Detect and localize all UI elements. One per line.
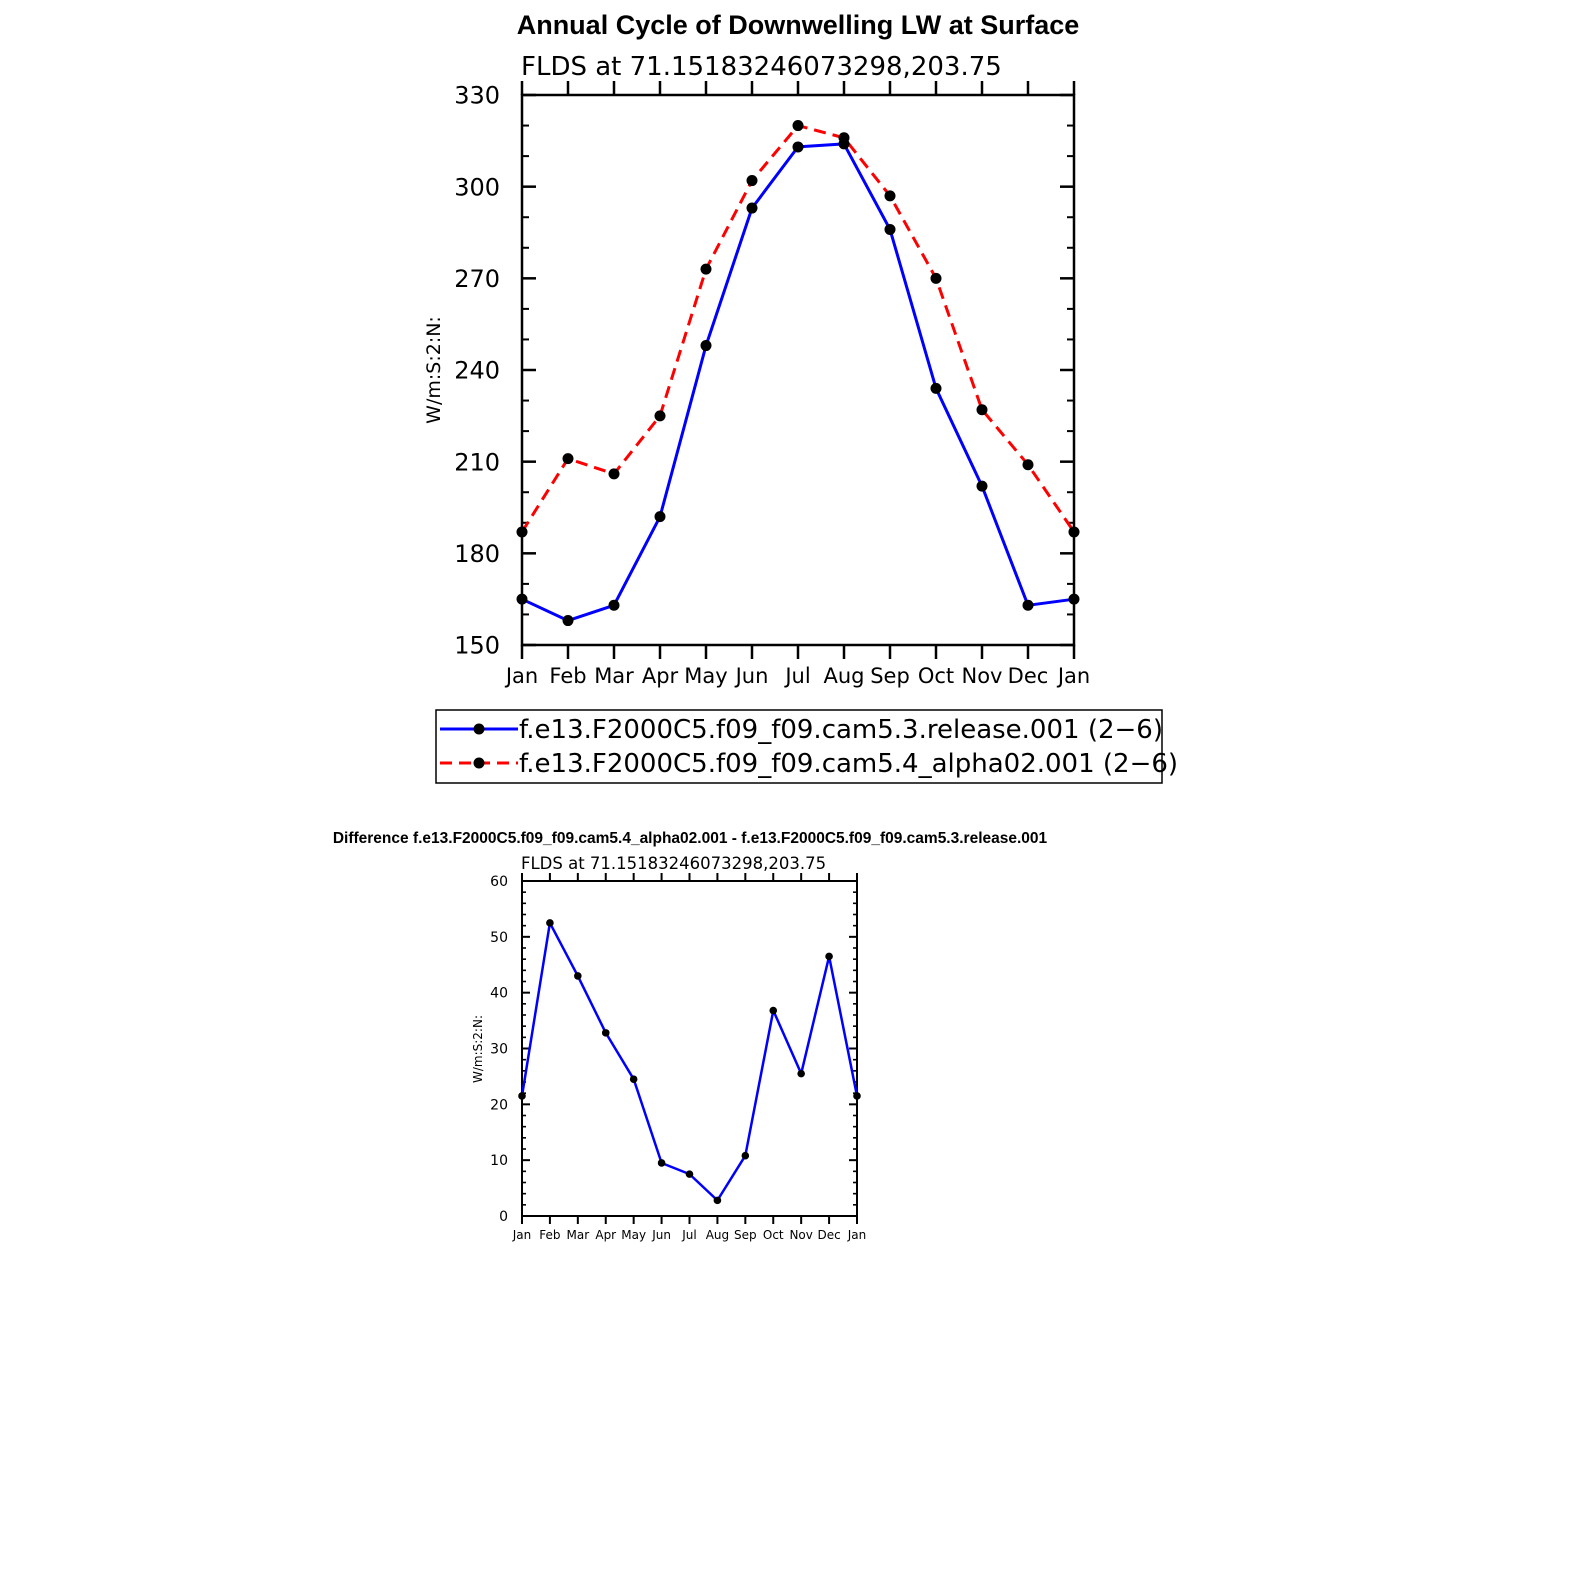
- series-2-point: [930, 272, 942, 284]
- series-1-point: [700, 340, 712, 352]
- x-tick-label: Sep: [734, 1228, 757, 1242]
- y-tick-label: 10: [490, 1153, 508, 1169]
- legend-label-series-2: f.e13.F2000C5.f09_f09.cam5.4_alpha02.001…: [519, 749, 1178, 779]
- series-1-point: [629, 1075, 638, 1084]
- legend-box: [435, 709, 1163, 784]
- series-2-point: [1068, 526, 1080, 538]
- series-1-point: [713, 1196, 722, 1205]
- y-tick-label: 270: [454, 265, 500, 293]
- series-1-point: [657, 1159, 666, 1167]
- series-2-point: [562, 453, 574, 465]
- series-2-point: [838, 132, 850, 144]
- x-tick-label: Jan: [1056, 664, 1090, 688]
- x-tick-label: Apr: [595, 1228, 616, 1242]
- series-1-point: [654, 511, 666, 523]
- x-tick-label: Mar: [594, 664, 634, 688]
- series-1-point: [1068, 593, 1080, 605]
- series-1-point: [884, 223, 896, 235]
- series-1-point: [685, 1170, 694, 1178]
- difference-chart: Difference f.e13.F2000C5.f09_f09.cam5.4_…: [333, 830, 1048, 1242]
- y-tick-label: 30: [490, 1042, 508, 1058]
- chart-title: Difference f.e13.F2000C5.f09_f09.cam5.4_…: [333, 830, 1048, 847]
- x-tick-label: Feb: [549, 664, 586, 688]
- chart-subtitle: FLDS at 71.15183246073298,203.75: [521, 52, 1002, 82]
- series-1-point: [746, 202, 758, 214]
- series-1-point: [518, 1092, 526, 1100]
- series-1-point: [976, 480, 988, 492]
- legend: f.e13.F2000C5.f09_f09.cam5.3.release.001…: [435, 709, 1178, 784]
- y-tick-label: 0: [499, 1209, 508, 1225]
- x-tick-label: May: [684, 664, 727, 688]
- series-2-point: [1022, 459, 1034, 471]
- series-1-point: [825, 952, 833, 961]
- x-axis: Jan Feb Mar Apr May Jun Jul Aug Sep Oct Nov Dec Jan: [512, 873, 867, 1242]
- y-axis-label: W/m:S:2:N:: [423, 316, 445, 424]
- series-1-point: [601, 1029, 610, 1037]
- series-layer: [518, 919, 861, 1205]
- x-tick-label: May: [621, 1228, 646, 1242]
- y-tick-label: 20: [490, 1097, 508, 1113]
- series-1-point: [792, 141, 804, 153]
- y-tick-label: 150: [454, 632, 500, 660]
- x-tick-label: Jan: [512, 1228, 532, 1242]
- x-tick-label: Nov: [962, 664, 1003, 688]
- series-1-point: [769, 1006, 778, 1015]
- y-axis: 0 10 20 30 40 50 60: [490, 874, 857, 1225]
- x-tick-label: Dec: [817, 1228, 840, 1242]
- x-tick-label: Sep: [870, 664, 910, 688]
- y-tick-label: 240: [454, 357, 500, 385]
- series-2-point: [516, 526, 528, 538]
- x-tick-label: Jan: [504, 664, 538, 688]
- series-layer: [516, 120, 1080, 627]
- series-1-point: [797, 1069, 805, 1078]
- y-axis: 150 180 210 240 270 300 330: [454, 82, 1074, 660]
- y-tick-label: 300: [454, 173, 500, 201]
- x-tick-label: Nov: [789, 1228, 812, 1242]
- y-tick-label: 60: [490, 874, 508, 890]
- legend-marker-series-2: [473, 757, 485, 769]
- series-1-point: [562, 615, 574, 627]
- x-tick-label: Aug: [706, 1228, 729, 1242]
- y-tick-label: 50: [490, 930, 508, 946]
- legend-marker-series-1: [473, 723, 485, 735]
- x-tick-label: Aug: [823, 664, 864, 688]
- series-2-point: [700, 263, 712, 275]
- series-1-point: [574, 972, 582, 980]
- x-tick-label: Oct: [918, 664, 954, 688]
- x-tick-label: Jun: [651, 1228, 671, 1242]
- x-tick-label: Oct: [763, 1228, 784, 1242]
- series-2-point: [654, 410, 666, 422]
- x-tick-label: Jul: [783, 664, 810, 688]
- series-2-point: [792, 120, 804, 132]
- series-1-point: [1022, 599, 1034, 611]
- y-axis-label: W/m:S:2:N:: [471, 1015, 485, 1083]
- x-tick-label: Jan: [847, 1228, 867, 1242]
- legend-label-series-1: f.e13.F2000C5.f09_f09.cam5.3.release.001…: [519, 715, 1163, 745]
- x-axis: Jan Feb Mar Apr May Jun Jul Aug Sep Oct Nov Dec Jan: [504, 81, 1090, 688]
- y-tick-label: 180: [454, 540, 500, 568]
- series-2-point: [608, 468, 620, 480]
- y-tick-label: 40: [490, 986, 508, 1002]
- chart-title: Annual Cycle of Downwelling LW at Surfac…: [517, 10, 1080, 40]
- x-tick-label: Feb: [539, 1228, 560, 1242]
- series-2-point: [746, 175, 758, 187]
- y-tick-label: 330: [454, 82, 500, 110]
- annual-cycle-chart: Annual Cycle of Downwelling LW at Surfac…: [423, 10, 1090, 688]
- series-1-point: [608, 599, 620, 611]
- series-1-point: [516, 593, 528, 605]
- x-tick-label: Jun: [734, 664, 769, 688]
- x-tick-label: Dec: [1008, 664, 1049, 688]
- series-1-point: [741, 1151, 750, 1160]
- chart-subtitle: FLDS at 71.15183246073298,203.75: [521, 854, 826, 873]
- series-1-point: [546, 919, 554, 927]
- x-tick-label: Apr: [642, 664, 679, 688]
- series-2-point: [976, 404, 988, 416]
- y-tick-label: 210: [454, 448, 500, 476]
- series-2-point: [884, 190, 896, 202]
- x-tick-label: Mar: [567, 1228, 590, 1242]
- series-1-point: [930, 382, 942, 394]
- x-tick-label: Jul: [681, 1228, 696, 1242]
- series-1-point: [853, 1092, 861, 1100]
